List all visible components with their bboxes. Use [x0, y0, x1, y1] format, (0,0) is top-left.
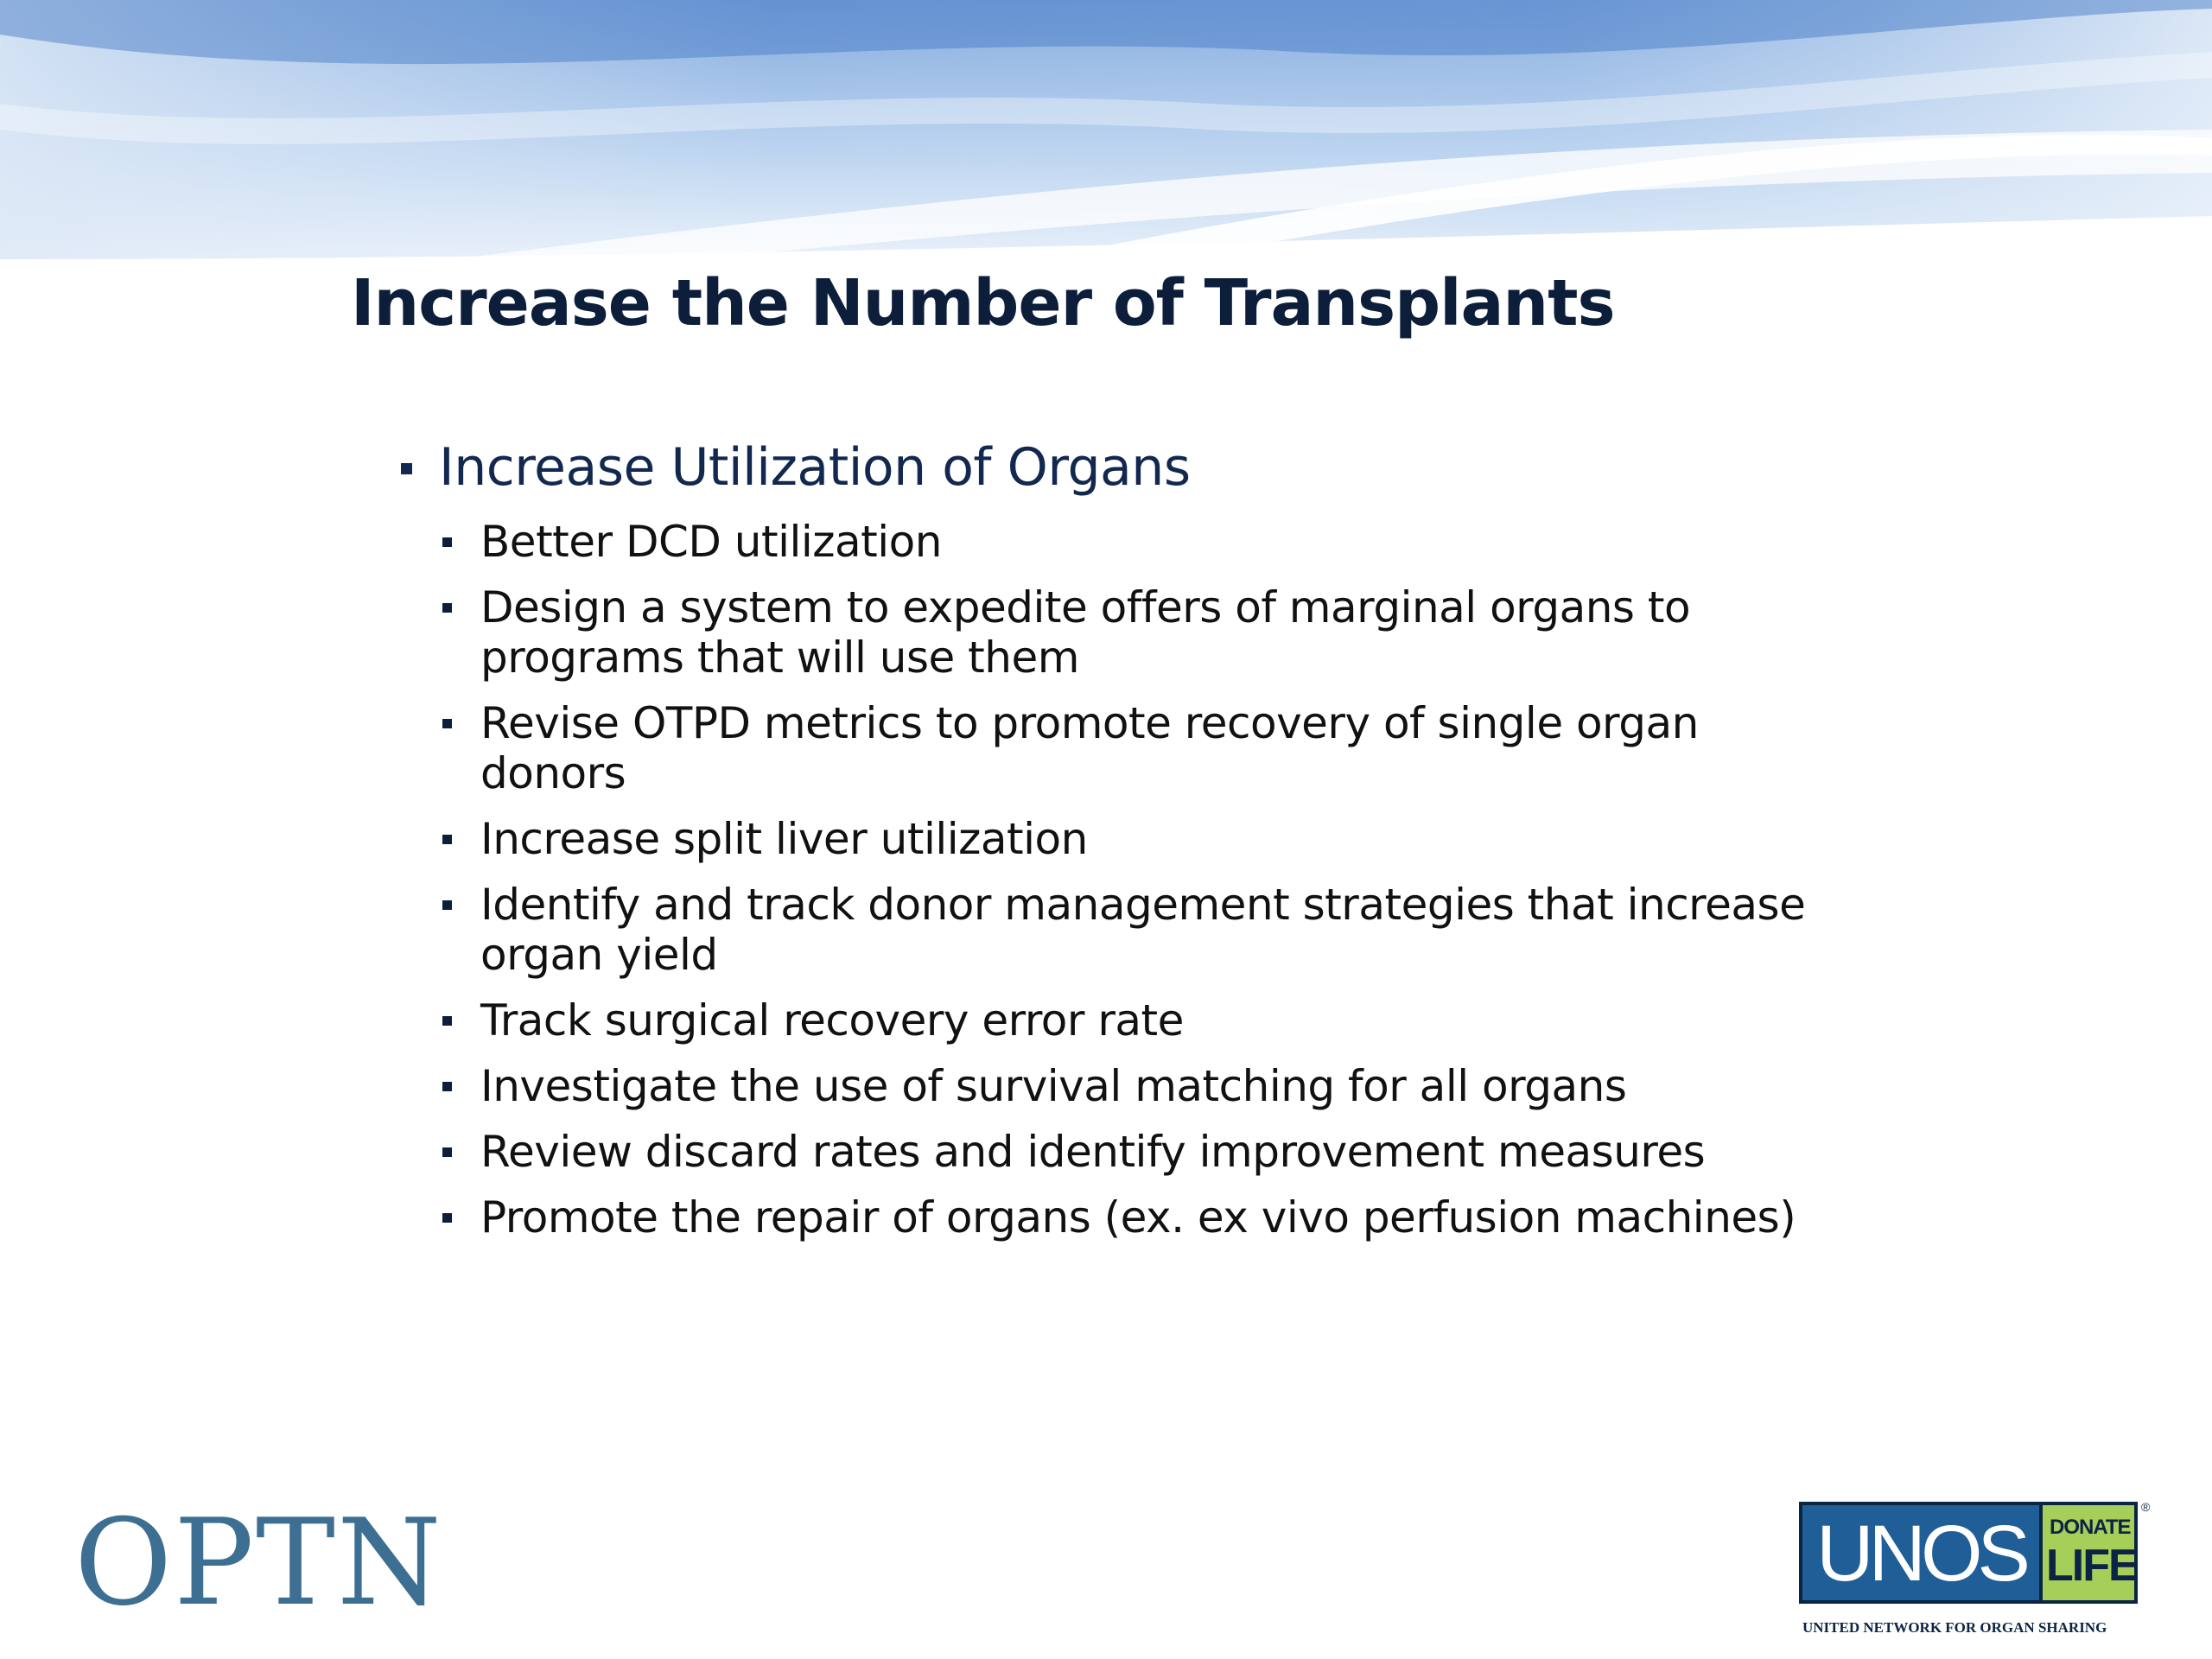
list-item-line: programs that will use them — [480, 632, 1079, 683]
list-item-line: Investigate the use of survival matching… — [480, 1061, 1627, 1111]
unos-donate-life-logo: UNOS DONATE LIFE ® UNITED NETWORK FOR OR… — [1799, 1500, 2150, 1640]
square-bullet-icon — [442, 719, 452, 728]
list-item-text: Promote the repair of organs (ex. ex viv… — [480, 1192, 1811, 1243]
list-item-line: Identify and track donor management stra… — [480, 880, 1806, 930]
square-bullet-icon — [401, 463, 412, 474]
list-item-line: Promote the repair of organs (ex. ex viv… — [480, 1192, 1796, 1243]
list-item-text: Review discard rates and identify improv… — [480, 1127, 1811, 1177]
square-bullet-icon — [442, 900, 452, 910]
list-item-text: Better DCD utilization — [480, 517, 1811, 567]
square-bullet-icon — [442, 537, 452, 547]
list-item-line: donors — [480, 748, 626, 798]
square-bullet-icon — [442, 1016, 452, 1026]
list-item-line: organ yield — [480, 930, 718, 980]
unos-tagline: UNITED NETWORK FOR ORGAN SHARING — [1802, 1619, 2107, 1636]
square-bullet-icon — [442, 1213, 452, 1223]
slide-title: Increase the Number of Transplants — [351, 266, 1616, 340]
list-item-text: Track surgical recovery error rate — [480, 995, 1811, 1046]
list-item-line: Design a system to expedite offers of ma… — [480, 582, 1691, 632]
unos-logo-box: UNOS — [1799, 1502, 2043, 1604]
list-item-line: Revise OTPD metrics to promote recovery … — [480, 698, 1699, 748]
list-item-line: Increase split liver utilization — [480, 814, 1088, 864]
square-bullet-icon — [442, 1082, 452, 1091]
list-item-text: Identify and track donor management stra… — [480, 880, 1811, 980]
main-bullet-text: Increase Utilization of Organs — [439, 437, 1191, 498]
list-item-line: Track surgical recovery error rate — [480, 995, 1184, 1046]
donate-life-box: DONATE LIFE — [2043, 1502, 2139, 1604]
square-bullet-icon — [442, 1147, 452, 1157]
square-bullet-icon — [442, 835, 452, 844]
donate-text: DONATE — [2050, 1516, 2132, 1539]
list-item-line: Review discard rates and identify improv… — [480, 1127, 1706, 1177]
list-item-text: Investigate the use of survival matching… — [480, 1061, 1811, 1111]
square-bullet-icon — [442, 603, 452, 613]
life-text: LIFE — [2046, 1541, 2139, 1591]
unos-logo-text: UNOS — [1816, 1510, 2031, 1598]
header-banner — [0, 0, 2212, 285]
registered-mark: ® — [2141, 1500, 2151, 1514]
list-item-line: Better DCD utilization — [480, 517, 942, 567]
list-item-text: Design a system to expedite offers of ma… — [480, 582, 1811, 683]
optn-logo: OPTN — [74, 1493, 443, 1632]
list-item-text: Increase split liver utilization — [480, 814, 1811, 864]
list-item-text: Revise OTPD metrics to promote recovery … — [480, 698, 1811, 798]
